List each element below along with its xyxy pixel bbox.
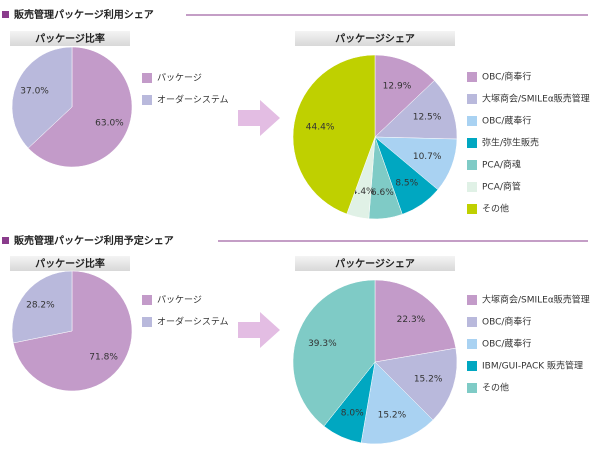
pie-slice bbox=[12, 270, 133, 392]
pie-slice bbox=[11, 270, 73, 344]
legend-label: パッケージ bbox=[157, 295, 202, 306]
pie-slice bbox=[292, 54, 376, 215]
legend-swatch bbox=[467, 361, 477, 371]
legend-swatch bbox=[467, 383, 477, 393]
slice-label: 15.2% bbox=[414, 374, 443, 384]
pie-slice bbox=[374, 279, 457, 363]
legend-label: OBC/蔵奉行 bbox=[482, 338, 531, 350]
pie-slice bbox=[374, 54, 435, 138]
legend-swatch bbox=[467, 94, 477, 104]
legend-label: パッケージ bbox=[157, 73, 202, 84]
bullet bbox=[2, 237, 9, 244]
chart-header bbox=[295, 256, 455, 271]
pie-slice bbox=[374, 347, 458, 421]
legend-label: 大塚商会/SMILEα販売管理 bbox=[482, 294, 590, 306]
legend-swatch bbox=[467, 204, 477, 214]
slice-label: 71.8% bbox=[89, 352, 118, 362]
slice-label: 12.5% bbox=[413, 112, 442, 122]
chart-header bbox=[295, 31, 455, 46]
slice-label: 8.5% bbox=[395, 178, 418, 188]
legend-label: IBM/GUI-PACK 販売管理 bbox=[482, 360, 583, 372]
slice-label: 12.9% bbox=[383, 81, 412, 91]
arrow bbox=[238, 312, 280, 348]
chart-title: パッケージ比率 bbox=[35, 32, 105, 45]
legend-swatch bbox=[467, 116, 477, 126]
legend-label: PCA/商管 bbox=[482, 181, 521, 193]
slice-label: 4.4% bbox=[352, 187, 375, 197]
legend-label: OBC/蔵奉行 bbox=[482, 115, 531, 127]
legend-label: その他 bbox=[482, 203, 509, 215]
chart-title: パッケージシェア bbox=[335, 258, 415, 270]
legend-swatch bbox=[467, 317, 477, 327]
section-title: 販売管理パッケージ利用予定シェア bbox=[14, 234, 174, 247]
bullet bbox=[2, 11, 9, 18]
arrow bbox=[238, 100, 280, 136]
legend-label: その他 bbox=[482, 382, 509, 394]
legend-swatch bbox=[142, 95, 152, 105]
slice-label: 39.3% bbox=[308, 339, 337, 349]
legend-swatch bbox=[142, 295, 152, 305]
pie-slice bbox=[292, 279, 376, 427]
slice-label: 37.0% bbox=[20, 86, 49, 96]
chart-title: パッケージシェア bbox=[335, 33, 415, 45]
legend-swatch bbox=[467, 160, 477, 170]
chart-header bbox=[10, 256, 130, 271]
legend-label: 大塚商会/SMILEα販売管理 bbox=[482, 93, 590, 105]
legend-swatch bbox=[467, 339, 477, 349]
legend-label: PCA/商魂 bbox=[482, 159, 521, 171]
legend-label: OBC/商奉行 bbox=[482, 71, 531, 83]
pie-slice bbox=[360, 361, 434, 445]
legend-swatch bbox=[142, 73, 152, 83]
pie-slice bbox=[374, 80, 458, 140]
legend-label: オーダーシステム bbox=[157, 316, 229, 328]
legend-swatch bbox=[467, 72, 477, 82]
legend-swatch bbox=[467, 182, 477, 192]
legend-swatch bbox=[467, 295, 477, 305]
slice-label: 10.7% bbox=[413, 152, 442, 162]
legend-swatch bbox=[467, 138, 477, 148]
pie-slice bbox=[11, 46, 73, 149]
legend-swatch bbox=[142, 317, 152, 327]
chart-title: パッケージ比率 bbox=[35, 257, 105, 270]
chart-header bbox=[10, 31, 130, 46]
slice-label: 6.6% bbox=[371, 188, 394, 198]
slice-label: 63.0% bbox=[95, 119, 124, 129]
legend-label: 弥生/弥生販売 bbox=[482, 137, 539, 149]
section-title: 販売管理パッケージ利用シェア bbox=[14, 8, 154, 21]
legend-label: OBC/商奉行 bbox=[482, 316, 531, 328]
legend-label: オーダーシステム bbox=[157, 94, 229, 106]
pie-slice bbox=[27, 46, 133, 168]
slice-label: 8.0% bbox=[341, 408, 364, 418]
slice-label: 22.3% bbox=[397, 315, 426, 325]
slice-label: 44.4% bbox=[306, 123, 335, 133]
slice-label: 28.2% bbox=[26, 301, 55, 311]
slice-label: 15.2% bbox=[378, 411, 407, 421]
